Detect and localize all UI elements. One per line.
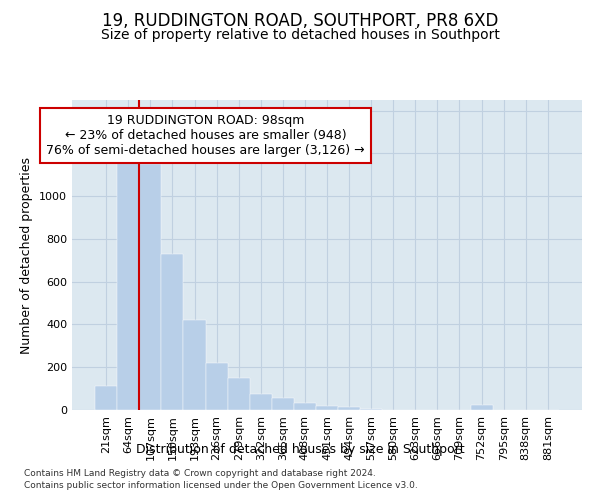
Bar xyxy=(316,406,338,410)
Text: Distribution of detached houses by size in Southport: Distribution of detached houses by size … xyxy=(136,442,464,456)
Text: Contains HM Land Registry data © Crown copyright and database right 2024.: Contains HM Land Registry data © Crown c… xyxy=(24,468,376,477)
Text: Contains public sector information licensed under the Open Government Licence v3: Contains public sector information licen… xyxy=(24,481,418,490)
Text: 19, RUDDINGTON ROAD, SOUTHPORT, PR8 6XD: 19, RUDDINGTON ROAD, SOUTHPORT, PR8 6XD xyxy=(102,12,498,30)
Bar xyxy=(184,320,206,410)
Bar xyxy=(227,378,250,410)
Bar xyxy=(272,398,294,410)
Bar xyxy=(470,404,493,410)
Bar xyxy=(338,407,360,410)
Bar xyxy=(139,164,161,410)
Bar xyxy=(206,363,227,410)
Bar xyxy=(294,402,316,410)
Text: Size of property relative to detached houses in Southport: Size of property relative to detached ho… xyxy=(101,28,499,42)
Y-axis label: Number of detached properties: Number of detached properties xyxy=(20,156,34,354)
Text: 19 RUDDINGTON ROAD: 98sqm
← 23% of detached houses are smaller (948)
76% of semi: 19 RUDDINGTON ROAD: 98sqm ← 23% of detac… xyxy=(46,114,365,157)
Bar xyxy=(360,409,382,410)
Bar xyxy=(117,162,139,410)
Bar xyxy=(161,254,184,410)
Bar xyxy=(250,394,272,410)
Bar xyxy=(95,386,117,410)
